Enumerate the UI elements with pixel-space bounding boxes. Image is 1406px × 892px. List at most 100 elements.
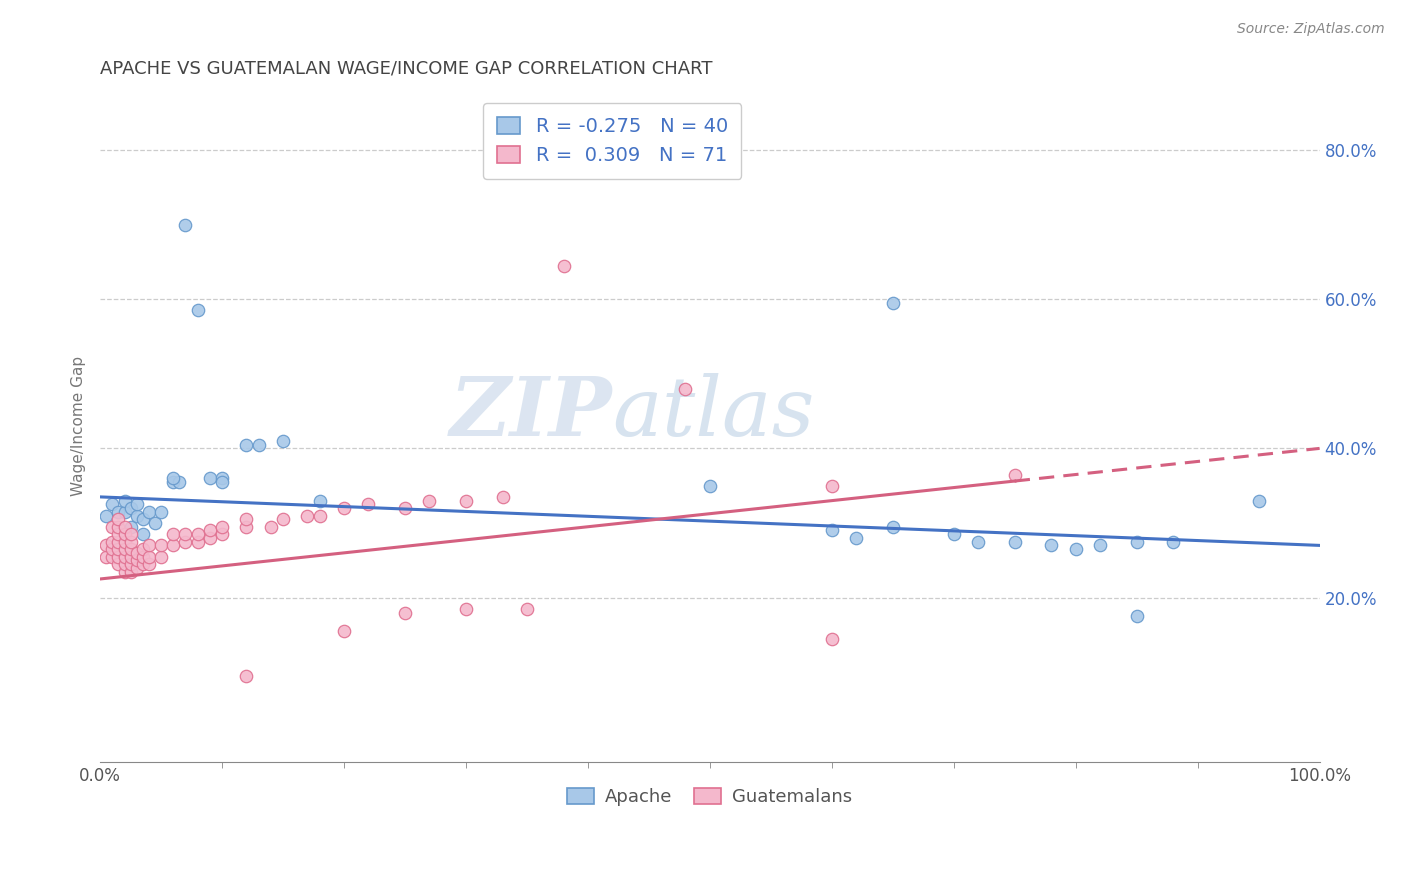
Point bbox=[454, 493, 477, 508]
Text: Source: ZipAtlas.com: Source: ZipAtlas.com bbox=[1237, 22, 1385, 37]
Point bbox=[271, 434, 294, 448]
Point bbox=[107, 505, 129, 519]
Point bbox=[1088, 538, 1111, 552]
Point bbox=[107, 549, 129, 564]
Point bbox=[96, 549, 118, 564]
Point bbox=[96, 508, 118, 523]
Point bbox=[882, 296, 904, 310]
Point bbox=[120, 557, 142, 571]
Point bbox=[143, 516, 166, 530]
Point bbox=[247, 438, 270, 452]
Point bbox=[260, 520, 283, 534]
Point bbox=[357, 497, 380, 511]
Point bbox=[394, 606, 416, 620]
Point bbox=[1161, 534, 1184, 549]
Point bbox=[138, 538, 160, 552]
Point bbox=[150, 505, 173, 519]
Point bbox=[138, 505, 160, 519]
Point bbox=[150, 549, 173, 564]
Point bbox=[821, 479, 844, 493]
Point bbox=[114, 557, 136, 571]
Point bbox=[120, 542, 142, 557]
Point bbox=[125, 508, 148, 523]
Point bbox=[418, 493, 440, 508]
Point bbox=[132, 557, 155, 571]
Point bbox=[132, 549, 155, 564]
Point bbox=[198, 531, 221, 545]
Point bbox=[114, 565, 136, 579]
Point bbox=[516, 602, 538, 616]
Point bbox=[107, 542, 129, 557]
Point bbox=[821, 524, 844, 538]
Point bbox=[120, 565, 142, 579]
Point bbox=[235, 512, 257, 526]
Legend: Apache, Guatemalans: Apache, Guatemalans bbox=[560, 780, 859, 814]
Text: APACHE VS GUATEMALAN WAGE/INCOME GAP CORRELATION CHART: APACHE VS GUATEMALAN WAGE/INCOME GAP COR… bbox=[100, 60, 713, 78]
Point bbox=[132, 542, 155, 557]
Point bbox=[297, 508, 319, 523]
Point bbox=[187, 534, 209, 549]
Point bbox=[1004, 467, 1026, 482]
Point bbox=[553, 259, 575, 273]
Point bbox=[882, 520, 904, 534]
Point bbox=[1125, 534, 1147, 549]
Point bbox=[120, 534, 142, 549]
Point bbox=[107, 520, 129, 534]
Point bbox=[198, 524, 221, 538]
Point bbox=[150, 538, 173, 552]
Point bbox=[120, 549, 142, 564]
Point bbox=[101, 497, 124, 511]
Point bbox=[1040, 538, 1063, 552]
Point bbox=[1125, 609, 1147, 624]
Point bbox=[308, 508, 330, 523]
Point bbox=[699, 479, 721, 493]
Point bbox=[162, 471, 184, 485]
Point bbox=[125, 546, 148, 560]
Point bbox=[942, 527, 965, 541]
Point bbox=[821, 632, 844, 646]
Point bbox=[235, 520, 257, 534]
Point bbox=[845, 531, 868, 545]
Point bbox=[107, 512, 129, 526]
Point bbox=[454, 602, 477, 616]
Point bbox=[107, 557, 129, 571]
Point bbox=[187, 303, 209, 318]
Point bbox=[675, 382, 697, 396]
Text: ZIP: ZIP bbox=[450, 373, 612, 452]
Y-axis label: Wage/Income Gap: Wage/Income Gap bbox=[72, 356, 86, 496]
Point bbox=[394, 501, 416, 516]
Point bbox=[114, 549, 136, 564]
Point bbox=[1004, 534, 1026, 549]
Point bbox=[1064, 542, 1087, 557]
Point bbox=[114, 542, 136, 557]
Point bbox=[491, 490, 513, 504]
Point bbox=[271, 512, 294, 526]
Point bbox=[120, 527, 142, 541]
Point bbox=[198, 471, 221, 485]
Point bbox=[114, 505, 136, 519]
Point bbox=[1247, 493, 1270, 508]
Point bbox=[162, 527, 184, 541]
Point bbox=[114, 527, 136, 541]
Point bbox=[162, 475, 184, 489]
Point bbox=[138, 557, 160, 571]
Point bbox=[174, 218, 197, 232]
Point bbox=[107, 534, 129, 549]
Point bbox=[211, 527, 233, 541]
Point bbox=[235, 438, 257, 452]
Point bbox=[138, 549, 160, 564]
Point bbox=[132, 527, 155, 541]
Point bbox=[308, 493, 330, 508]
Point bbox=[120, 501, 142, 516]
Point bbox=[125, 561, 148, 575]
Point bbox=[101, 534, 124, 549]
Point bbox=[114, 520, 136, 534]
Point bbox=[114, 493, 136, 508]
Point bbox=[333, 624, 356, 639]
Text: atlas: atlas bbox=[612, 373, 814, 452]
Point bbox=[120, 520, 142, 534]
Point bbox=[96, 538, 118, 552]
Point bbox=[169, 475, 191, 489]
Point bbox=[211, 520, 233, 534]
Point bbox=[101, 520, 124, 534]
